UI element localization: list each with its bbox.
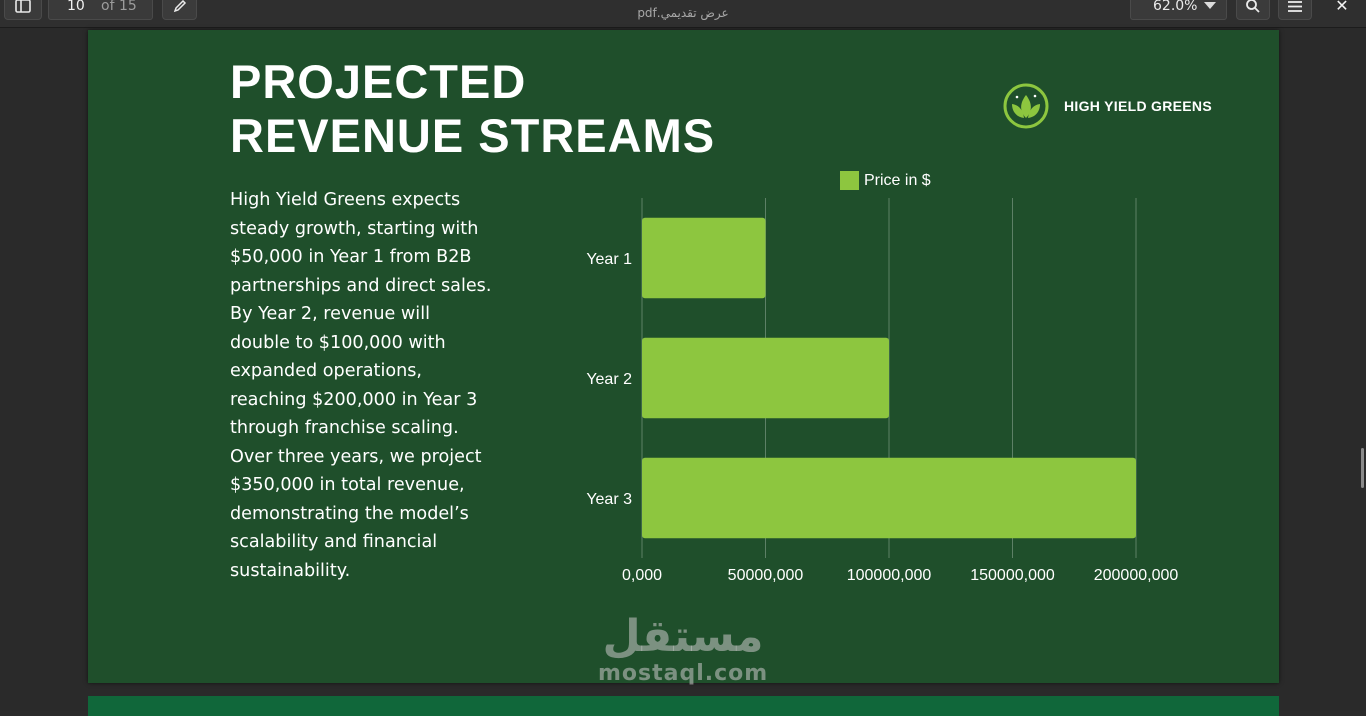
title-line-2: REVENUE STREAMS [230,109,716,162]
search-icon [1246,0,1260,13]
pencil-icon [173,0,186,13]
slide-title: PROJECTED REVENUE STREAMS [230,55,750,163]
bar [642,337,889,419]
sidebar-toggle-button[interactable] [4,0,42,20]
brand-logo: HIGH YIELD GREENS [1002,82,1212,130]
next-slide-page [88,696,1279,716]
chevron-down-icon [1204,2,1216,9]
leaf-logo-icon [1003,83,1049,129]
pdf-toolbar: 10 of 15 عرض تقديمي.pdf 62.0% ✕ [0,0,1366,28]
x-tick-label: 200000,000 [1094,567,1179,584]
x-tick-label: 50000,000 [728,567,804,584]
zoom-value: 62.0% [1153,0,1198,14]
annotate-button[interactable] [162,0,197,20]
scrollbar-thumb[interactable] [1361,448,1364,488]
zoom-select[interactable]: 62.0% [1130,0,1227,20]
y-category-label: Year 2 [586,371,632,388]
y-category-label: Year 3 [586,491,632,508]
current-page: 10 [67,0,85,14]
x-tick-label: 100000,000 [847,567,932,584]
chart-legend: Price in $ [840,171,931,190]
title-line-1: PROJECTED [230,55,527,108]
total-pages: of 15 [101,0,137,14]
legend-label: Price in $ [864,171,931,189]
x-tick-label: 0,000 [622,567,662,584]
document-title: عرض تقديمي.pdf [637,6,729,20]
x-tick-label: 150000,000 [970,567,1055,584]
bar [642,217,766,299]
revenue-bar-chart: 0,000 50000,000 100000,000 150000,000 200000… [586,198,1179,584]
page-number-input[interactable]: 10 of 15 [48,0,153,20]
hamburger-icon [1288,1,1302,12]
sidebar-icon [15,0,31,13]
brand-name: HIGH YIELD GREENS [1064,98,1212,114]
legend-swatch [840,171,859,190]
close-icon[interactable]: ✕ [1335,0,1349,15]
search-button[interactable] [1236,0,1270,20]
watermark-arabic: مستقل [602,611,764,662]
menu-button[interactable] [1278,0,1312,20]
y-category-label: Year 1 [586,251,632,268]
watermark: مستقل mostaql.com [598,612,768,686]
bar [642,457,1136,539]
watermark-latin: mostaql.com [598,661,769,686]
slide-body-text: High Yield Greens expects steady growth,… [230,190,492,581]
